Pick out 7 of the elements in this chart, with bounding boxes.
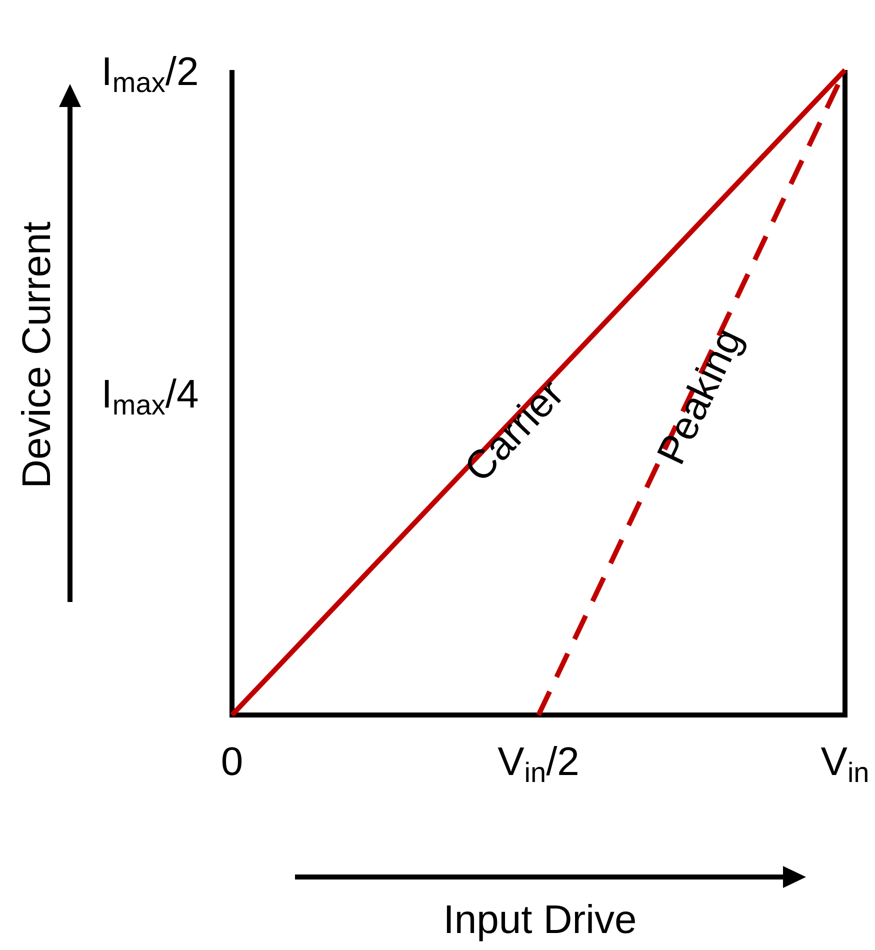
- text: I$_{max}$/4: [101, 372, 199, 420]
- y-axis-title: Device Current: [15, 222, 59, 488]
- x-tick-label: V$_{in}$/2: [498, 740, 580, 788]
- text: I$_{max}$/2: [101, 50, 199, 98]
- x-tick-label: 0: [220, 740, 244, 784]
- x-tick-label: V$_{in}$: [820, 740, 870, 788]
- x-axis-title: Input Drive: [443, 898, 637, 942]
